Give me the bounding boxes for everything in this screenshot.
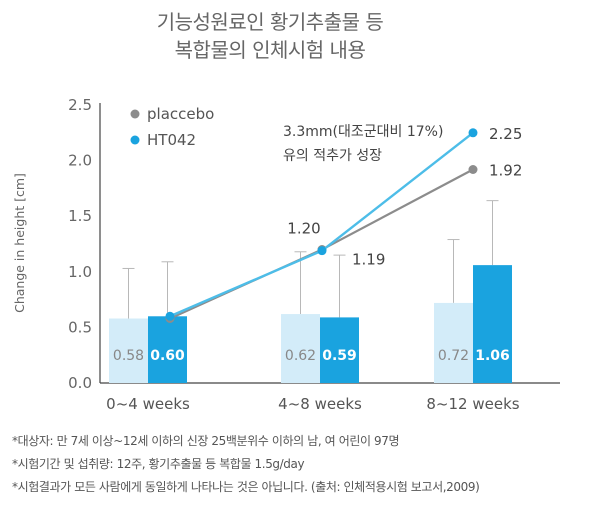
cumulative-label: 1.92 [489,161,522,179]
y-axis-label: Change in height [cm] [12,173,27,313]
legend-label: HT042 [147,131,196,149]
bar-value-label: 0.72 [438,348,469,364]
bar-ht042 [148,316,187,383]
chart-title-line-2: 복합물의 인체시험 내용 [174,38,366,62]
cumulative-label: 1.20 [287,220,320,238]
y-tick-label: 2.0 [68,152,92,170]
bar-ht042 [320,317,359,383]
bar-placcebo [434,302,473,383]
x-tick-label: 8~12 weeks [426,395,519,413]
legend-marker [130,135,140,145]
y-tick-label: 0.5 [68,318,92,336]
chart-title-line-1: 기능성원료인 황기추출물 등 [156,10,384,34]
bar-placcebo [109,318,148,383]
legend-label: placcebo [147,105,214,123]
chart-area: Change in height [cm] 0.0 0.5 1.0 1.5 2.0 2.5 0… [12,96,560,413]
y-tick-label: 0.0 [68,374,92,392]
chart-title: 기능성원료인 황기추출물 등 복합물의 인체시험 내용 [120,8,420,64]
y-tick-label: 1.0 [68,263,92,281]
cumulative-label: 1.19 [352,251,385,269]
x-tick-label: 0~4 weeks [106,395,190,413]
bar-ht042 [473,265,512,383]
footnote-1: *대상자: 만 7세 이상~12세 이하의 신장 25백분위수 이하의 남, 여… [12,434,400,448]
cumulative-label: 2.25 [489,125,522,143]
footnote-3: *시험결과가 모든 사람에게 동일하게 나타나는 것은 아닙니다. (출처: 인… [12,480,480,494]
footnotes: *대상자: 만 7세 이상~12세 이하의 신장 25백분위수 이하의 남, 여… [12,430,597,499]
bar-value-label: 0.62 [285,348,316,364]
bar-value-label: 0.59 [322,348,357,364]
bar-value-label: 0.58 [113,348,144,364]
annotation-line-1: 3.3mm(대조군대비 17%) [283,124,443,140]
bar-value-label: 1.06 [475,348,510,364]
y-tick-label: 2.5 [68,96,92,114]
bar-value-label: 0.60 [150,348,185,364]
bar-placcebo [281,314,320,383]
legend-marker [130,109,140,119]
cumulative-point [468,128,478,138]
cumulative-point [468,164,478,174]
x-tick-label: 4~8 weeks [278,395,362,413]
cumulative-point [165,311,175,321]
annotation-line-2: 유의 적추가 성장 [283,148,382,164]
footnote-2: *시험기간 및 섭취량: 12주, 황기추출물 등 복합물 1.5g/day [12,457,305,471]
cumulative-point [317,246,327,256]
y-tick-label: 1.5 [68,207,92,225]
